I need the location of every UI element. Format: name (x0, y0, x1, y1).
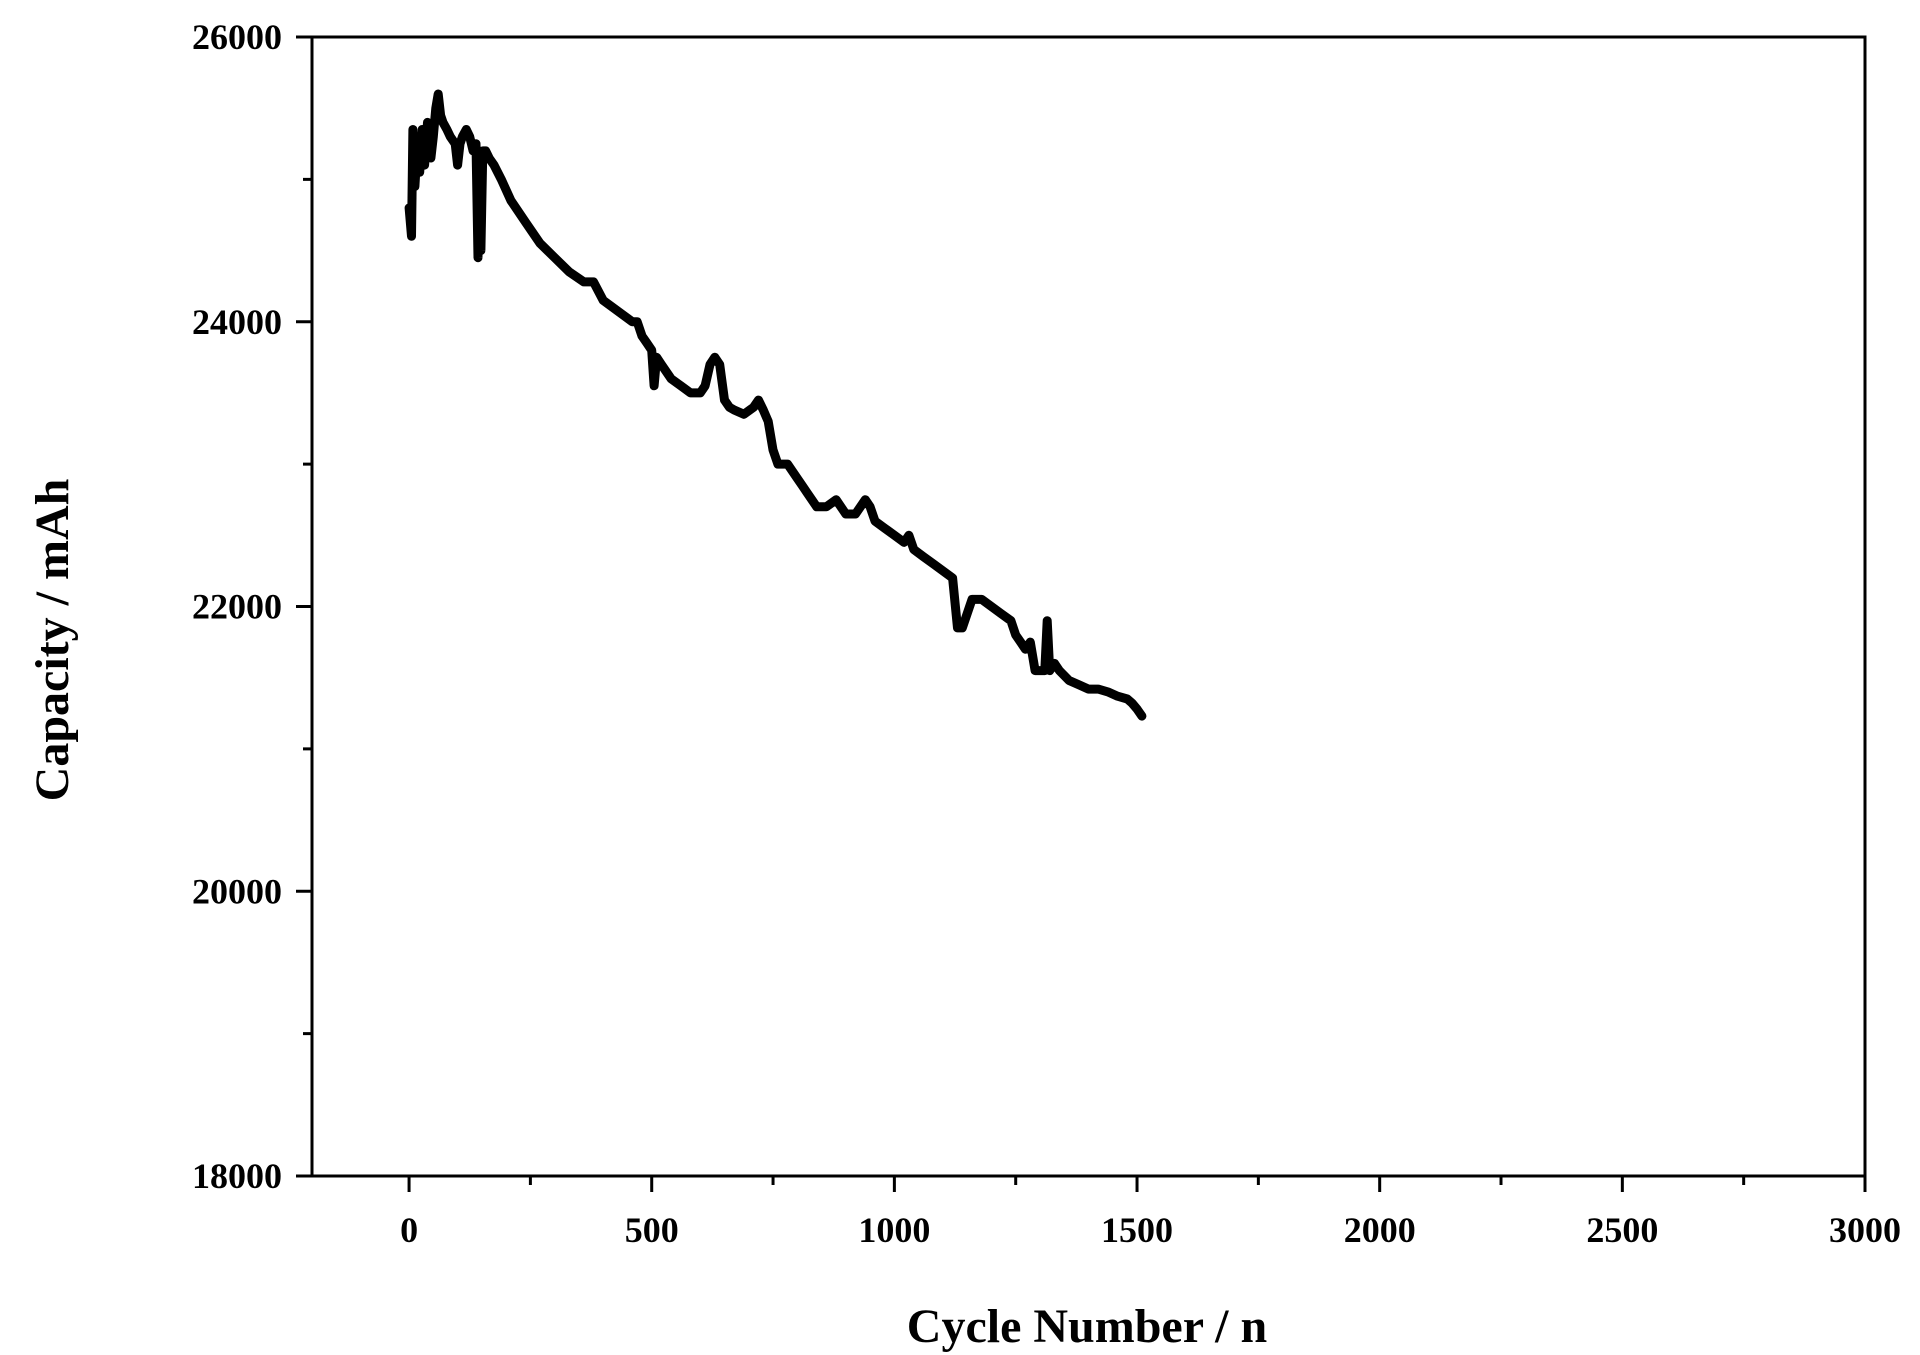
y-axis: 18000 20000 22000 24000 26000 (192, 17, 312, 1196)
x-tick-label: 1000 (858, 1210, 930, 1250)
capacity-series-line (404, 89, 1147, 721)
y-tick-label: 26000 (192, 17, 282, 57)
x-tick-label: 2500 (1586, 1210, 1658, 1250)
x-tick-label: 500 (625, 1210, 679, 1250)
y-tick-label: 20000 (192, 871, 282, 911)
x-tick-label: 0 (400, 1210, 418, 1250)
x-tick-label: 1500 (1101, 1210, 1173, 1250)
y-axis-title: Capacity / mAh (26, 479, 79, 802)
y-tick-label: 22000 (192, 587, 282, 627)
x-axis: 0 500 1000 1500 2000 2500 3000 (400, 1176, 1901, 1250)
x-tick-label: 2000 (1344, 1210, 1416, 1250)
x-tick-label: 3000 (1829, 1210, 1901, 1250)
y-tick-label: 24000 (192, 302, 282, 342)
x-axis-title: Cycle Number / n (907, 1300, 1267, 1353)
plot-area-frame (310, 35, 1867, 1178)
y-tick-label: 18000 (192, 1156, 282, 1196)
